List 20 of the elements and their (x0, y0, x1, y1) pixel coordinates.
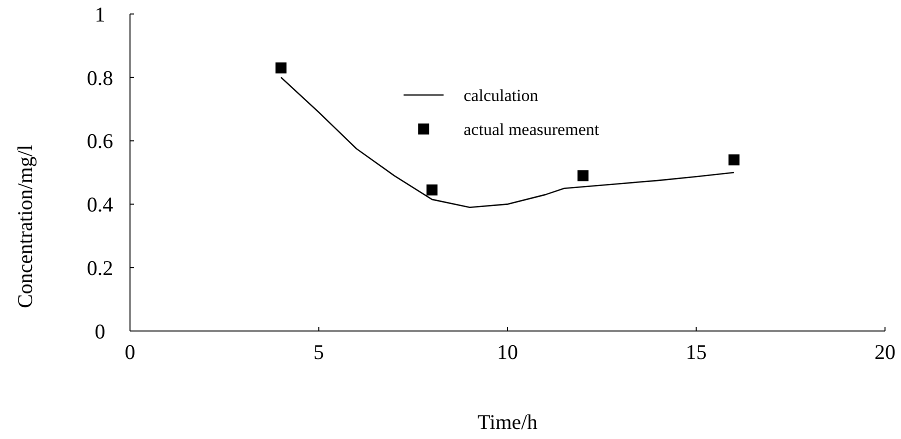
legend-label: actual measurement (464, 120, 600, 139)
x-axis-title: Time/h (478, 410, 538, 434)
y-tick-label: 1 (94, 2, 106, 26)
y-tick-label: 0.2 (86, 256, 114, 280)
x-tick-label: 5 (314, 340, 324, 364)
y-tick-label: 0.8 (86, 66, 114, 90)
x-tick-label: 0 (124, 340, 136, 364)
point (578, 170, 588, 182)
line-series (280, 76, 735, 208)
legend-label: calculation (464, 86, 539, 105)
point (276, 62, 286, 74)
y-axis-title: Concentration/mg/l (13, 144, 37, 308)
y-tick-label: 0.6 (86, 129, 114, 154)
x-tick-label: 20 (874, 340, 896, 364)
x-tick-label: 15 (686, 340, 707, 364)
point (728, 154, 740, 166)
x-tick-label: 10 (497, 340, 518, 364)
y-tick-label: 0.4 (86, 192, 114, 217)
point (426, 184, 438, 196)
y-tick-label: 0 (94, 319, 106, 344)
